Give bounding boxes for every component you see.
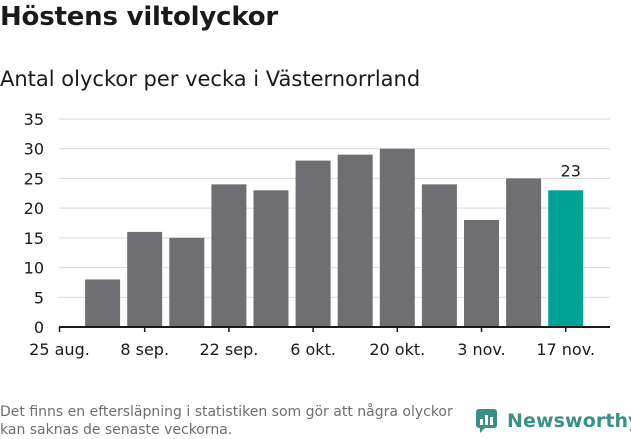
- bar-chart: 0 5 10 15 20 25 30 35 23 25 aug. 8 sep. 22 sep. 6 ok…: [24, 110, 610, 359]
- bar: [253, 190, 289, 327]
- y-tick-label: 25: [24, 169, 44, 188]
- y-tick-label: 15: [24, 229, 44, 248]
- bar: [464, 220, 499, 327]
- y-tick-label: 10: [24, 259, 44, 278]
- footnote: Det finns en eftersläpning i statistiken…: [0, 404, 453, 438]
- y-tick-label: 35: [24, 110, 44, 129]
- bar: [421, 184, 457, 327]
- x-tick-label: 8 sep.: [120, 340, 169, 359]
- data-label: 23: [561, 161, 581, 180]
- bar: [379, 148, 415, 327]
- brand-name: Newsworthy: [507, 410, 631, 432]
- x-tick-label: 17 nov.: [536, 340, 595, 359]
- x-tick-label: 3 nov.: [457, 340, 506, 359]
- x-tick-label: 25 aug.: [29, 340, 90, 359]
- bar: [85, 279, 121, 327]
- x-tick-label: 6 okt.: [290, 340, 336, 359]
- brand[interactable]: Newsworthy: [475, 408, 631, 434]
- bar-highlight: [548, 190, 584, 327]
- bar: [337, 154, 373, 327]
- newsworthy-logo-icon: [476, 409, 497, 433]
- x-tick-label: 20 okt.: [369, 340, 425, 359]
- chart-title: Höstens viltolyckor: [0, 2, 279, 32]
- bar: [127, 231, 163, 327]
- y-tick-label: 0: [34, 318, 44, 337]
- bar: [169, 237, 205, 327]
- chart-subtitle: Antal olyckor per vecka i Västernorrland: [0, 67, 421, 91]
- y-tick-label: 20: [24, 199, 44, 218]
- x-tick-label: 22 sep.: [199, 340, 258, 359]
- y-tick-label: 30: [24, 140, 44, 159]
- bar: [295, 160, 331, 327]
- bar: [211, 184, 247, 327]
- y-tick-label: 5: [34, 288, 44, 307]
- bar: [506, 178, 542, 327]
